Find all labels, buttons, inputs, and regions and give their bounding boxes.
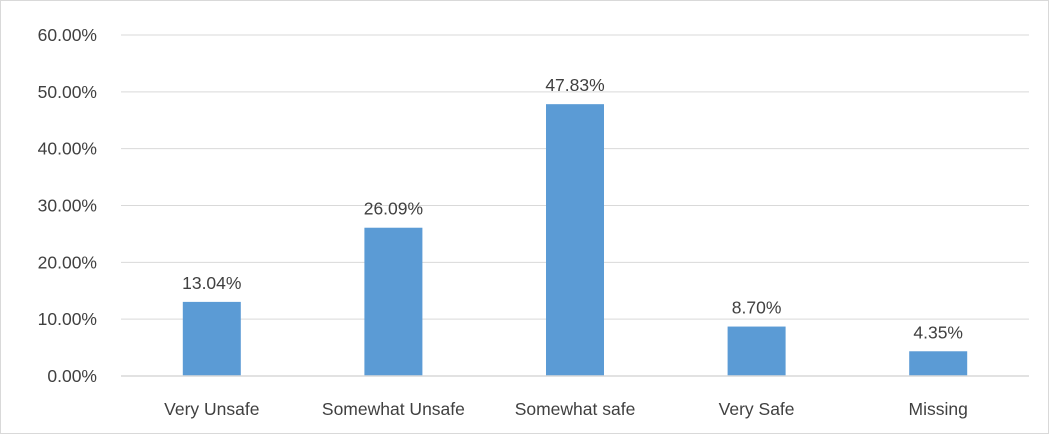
data-label: 47.83% — [545, 75, 604, 95]
y-tick-label: 0.00% — [47, 366, 97, 386]
x-category-label: Very Safe — [719, 399, 795, 419]
y-tick-label: 50.00% — [38, 82, 97, 102]
data-label: 26.09% — [364, 199, 423, 219]
data-label: 4.35% — [913, 322, 963, 342]
x-axis-category-labels: Very Unsafe Somewhat Unsafe Somewhat safe V… — [164, 399, 968, 419]
x-category-label: Somewhat safe — [515, 399, 636, 419]
data-labels: 13.04% 26.09% 47.83% 8.70% 4.35% — [182, 75, 963, 342]
y-tick-label: 60.00% — [38, 25, 97, 45]
bar — [727, 326, 786, 376]
data-label: 8.70% — [732, 298, 782, 318]
bar — [182, 301, 241, 376]
bar — [364, 227, 423, 376]
bars — [182, 104, 968, 376]
bar — [546, 104, 604, 376]
y-axis-tick-labels: 0.00% 10.00% 20.00% 30.00% 40.00% 50.00% 60.00… — [38, 25, 97, 386]
y-tick-label: 10.00% — [38, 309, 97, 329]
y-tick-label: 30.00% — [38, 196, 97, 216]
y-tick-label: 20.00% — [38, 252, 97, 272]
x-category-label: Somewhat Unsafe — [322, 399, 465, 419]
x-category-label: Very Unsafe — [164, 399, 259, 419]
x-category-label: Missing — [909, 399, 968, 419]
data-label: 13.04% — [182, 273, 241, 293]
y-tick-label: 40.00% — [38, 139, 97, 159]
bar — [909, 351, 968, 376]
